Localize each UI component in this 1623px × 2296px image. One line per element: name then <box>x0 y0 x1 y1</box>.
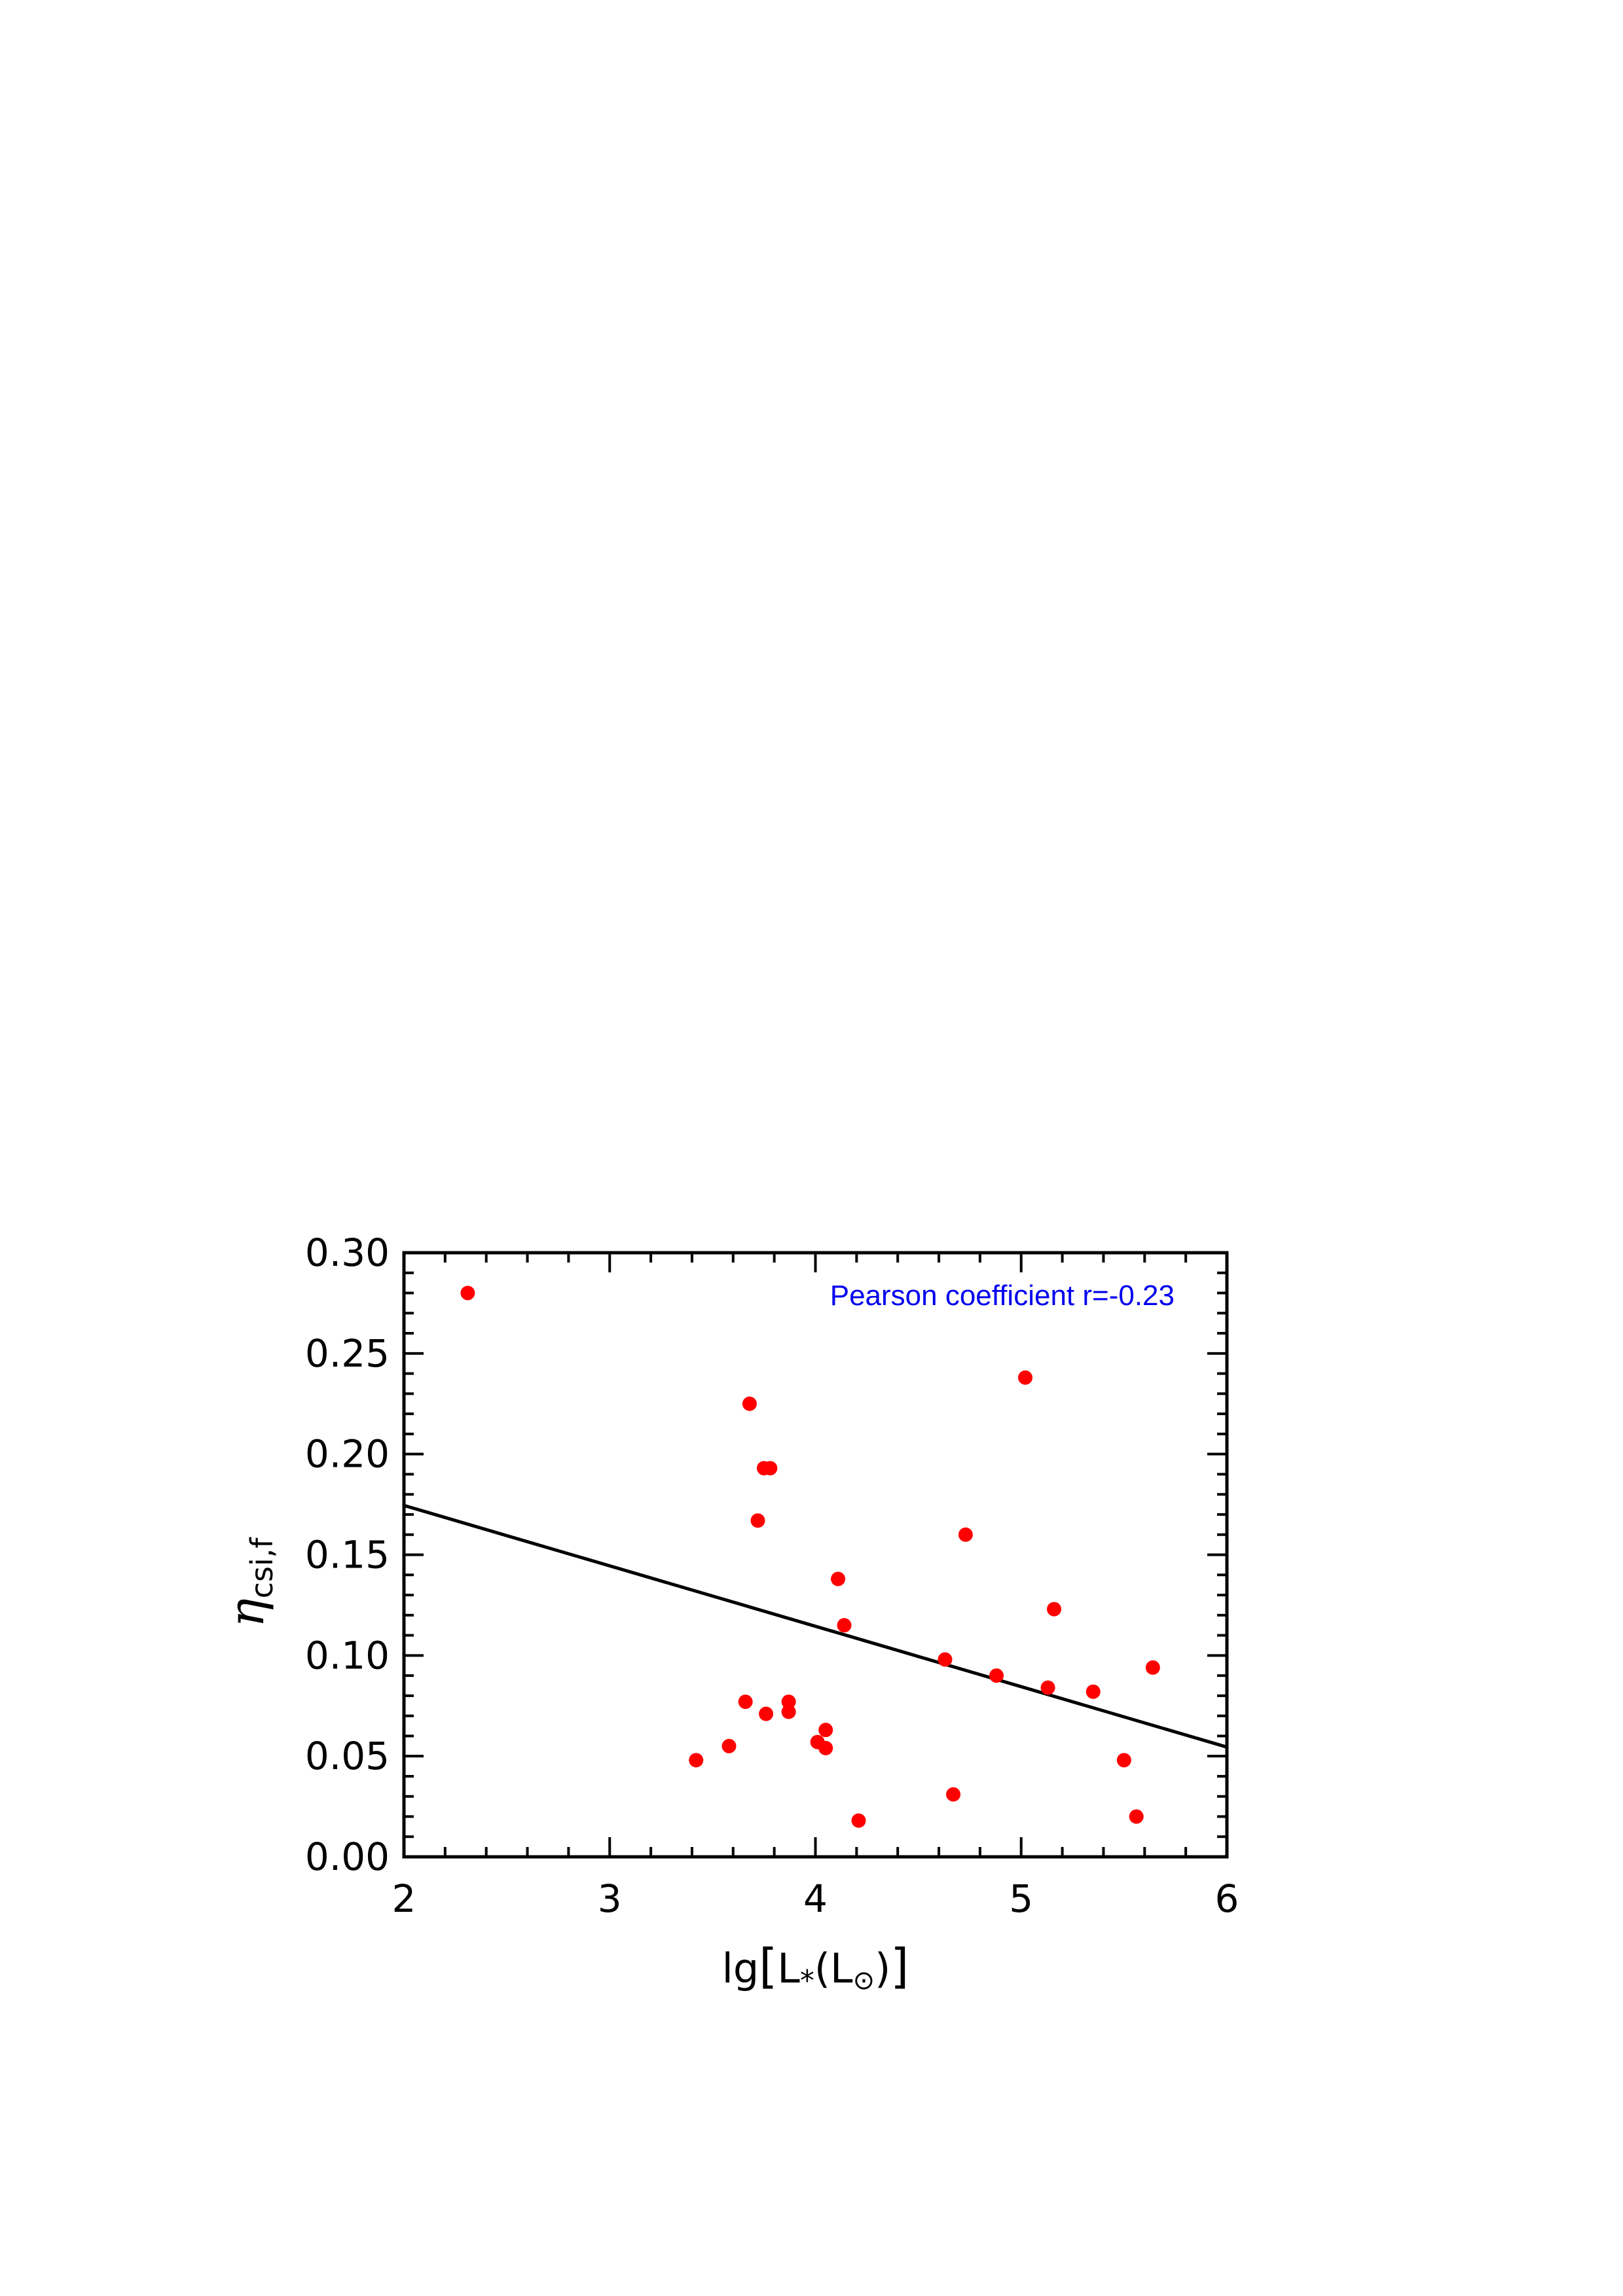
regression-line <box>403 1503 1228 1749</box>
data-point <box>1145 1660 1160 1675</box>
x-axis-title: lg[L*(L⊙)] <box>722 1939 909 1998</box>
x-title-unit: L <box>830 1945 853 1992</box>
data-points <box>460 1285 1160 1828</box>
pearson-annotation: Pearson coefficient r=-0.23 <box>830 1280 1175 1312</box>
data-point <box>460 1285 475 1300</box>
data-point <box>818 1740 833 1755</box>
x-title-unit-subscript: ⊙ <box>853 1965 875 1996</box>
y-tick-label: 0.00 <box>305 1835 390 1879</box>
x-tick-label: 5 <box>1009 1876 1033 1921</box>
data-point <box>1129 1809 1144 1824</box>
data-point <box>721 1738 737 1753</box>
x-title-symbol: L <box>777 1945 800 1992</box>
data-point <box>851 1813 866 1828</box>
data-point <box>1116 1753 1131 1768</box>
x-tick-label: 3 <box>598 1876 622 1921</box>
data-point <box>938 1652 953 1667</box>
data-point <box>946 1787 961 1802</box>
data-point <box>1018 1370 1033 1385</box>
x-title-subscript: * <box>800 1964 814 1998</box>
x-title-prefix: lg <box>722 1945 759 1992</box>
x-title-paren-open: ( <box>814 1945 830 1992</box>
tick-labels: 2 3 4 5 6 0.00 0.05 0.10 0.15 0.20 0.25 0.30 <box>305 1230 1239 1921</box>
y-tick-label: 0.15 <box>305 1533 390 1577</box>
x-title-bracket-open: [ <box>759 1939 777 1994</box>
data-point <box>989 1668 1004 1683</box>
data-point <box>781 1695 796 1710</box>
data-point <box>818 1723 833 1738</box>
x-tick-label: 6 <box>1215 1876 1239 1921</box>
plot-frame <box>402 1251 1229 1859</box>
y-tick-label: 0.05 <box>305 1734 390 1778</box>
y-tick-label: 0.30 <box>305 1230 390 1275</box>
x-tick-label: 2 <box>392 1876 416 1921</box>
data-point <box>837 1618 852 1633</box>
data-point <box>1047 1602 1062 1617</box>
data-point <box>763 1461 778 1476</box>
data-point <box>759 1706 774 1721</box>
data-point <box>781 1704 796 1719</box>
x-title-bracket-close: ] <box>890 1939 909 1994</box>
data-point <box>1085 1684 1101 1699</box>
data-point <box>742 1396 757 1411</box>
y-title-subscript: csi,f <box>244 1537 280 1599</box>
data-point <box>958 1527 973 1542</box>
x-tick-label: 4 <box>803 1876 828 1921</box>
y-tick-label: 0.10 <box>305 1633 390 1677</box>
data-point <box>831 1571 846 1587</box>
y-title-symbol: η <box>219 1598 275 1627</box>
data-point <box>689 1753 704 1768</box>
data-point <box>1040 1680 1055 1695</box>
y-tick-label: 0.25 <box>305 1331 390 1376</box>
x-title-paren-close: ) <box>875 1945 890 1992</box>
data-point <box>750 1513 765 1528</box>
data-point <box>738 1695 753 1710</box>
y-axis-title: ηcsi,f <box>219 1537 280 1628</box>
y-tick-label: 0.20 <box>305 1432 390 1477</box>
